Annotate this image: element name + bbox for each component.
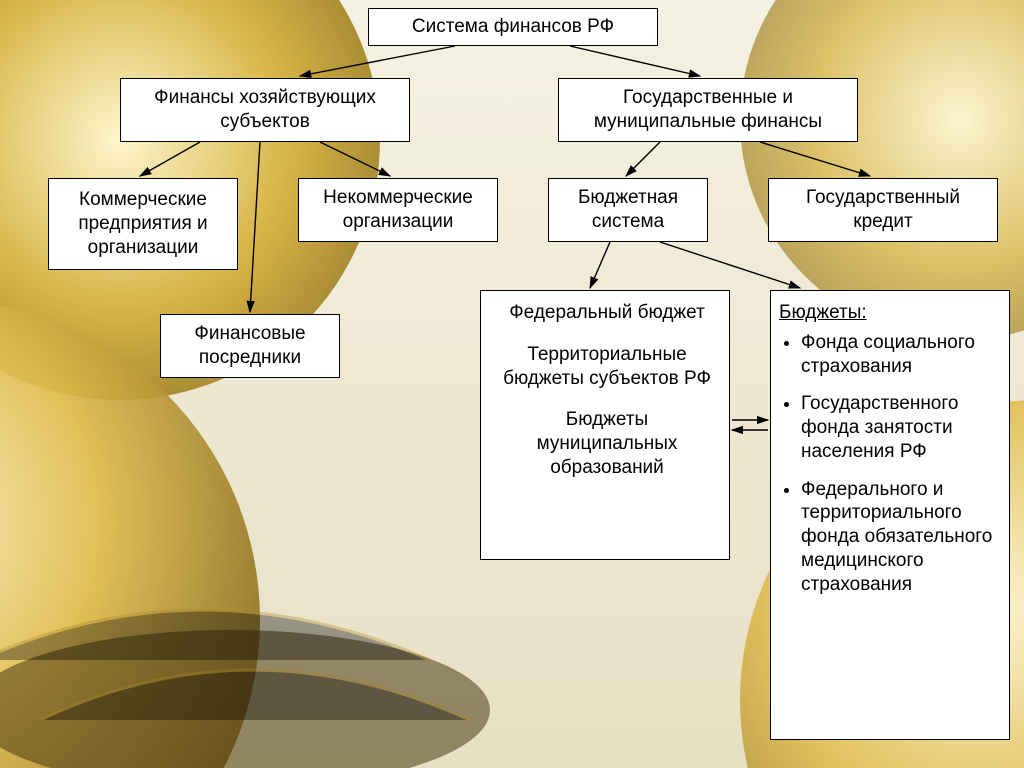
budget-fund-item: Федерального и территориального фонда об… — [801, 479, 992, 595]
budget-level-item: Бюджеты муниципальных образований — [537, 409, 678, 478]
node-budget-sys: Бюджетная система — [548, 178, 708, 242]
node-budget-funds: Бюджеты: Фонда социального страхования Г… — [770, 290, 1010, 740]
node-biz-label: Финансы хозяйствующих субъектов — [129, 86, 401, 134]
node-fin-interm-label: Финансовые посредники — [169, 322, 331, 370]
budget-level-item: Федеральный бюджет — [509, 302, 705, 323]
budget-fund-item: Фонда социального страхования — [801, 332, 975, 377]
budget-fund-item: Государственного фонда занятости населен… — [801, 393, 958, 462]
node-root-label: Система финансов РФ — [377, 15, 649, 39]
node-gov: Государственные и муниципальные финансы — [558, 78, 858, 142]
budget-funds-title: Бюджеты: — [779, 301, 1001, 325]
node-noncomm: Некоммерческие организации — [298, 178, 498, 242]
node-gov-label: Государственные и муниципальные финансы — [567, 86, 849, 134]
node-root: Система финансов РФ — [368, 8, 658, 46]
node-gov-credit-label: Государственный кредит — [777, 186, 989, 234]
node-noncomm-label: Некоммерческие организации — [307, 186, 489, 234]
node-commercial-label: Коммерческие предприятия и организации — [57, 188, 229, 259]
budget-funds-list: Фонда социального страхования Государств… — [779, 331, 1001, 611]
node-gov-credit: Государственный кредит — [768, 178, 998, 242]
node-fin-interm: Финансовые посредники — [160, 314, 340, 378]
node-budget-levels: Федеральный бюджет Территориальные бюдже… — [480, 290, 730, 560]
node-biz: Финансы хозяйствующих субъектов — [120, 78, 410, 142]
node-budget-sys-label: Бюджетная система — [557, 186, 699, 234]
budget-levels-list: Федеральный бюджет Территориальные бюдже… — [489, 301, 721, 490]
node-commercial: Коммерческие предприятия и организации — [48, 178, 238, 270]
budget-level-item: Территориальные бюджеты субъектов РФ — [503, 344, 711, 389]
